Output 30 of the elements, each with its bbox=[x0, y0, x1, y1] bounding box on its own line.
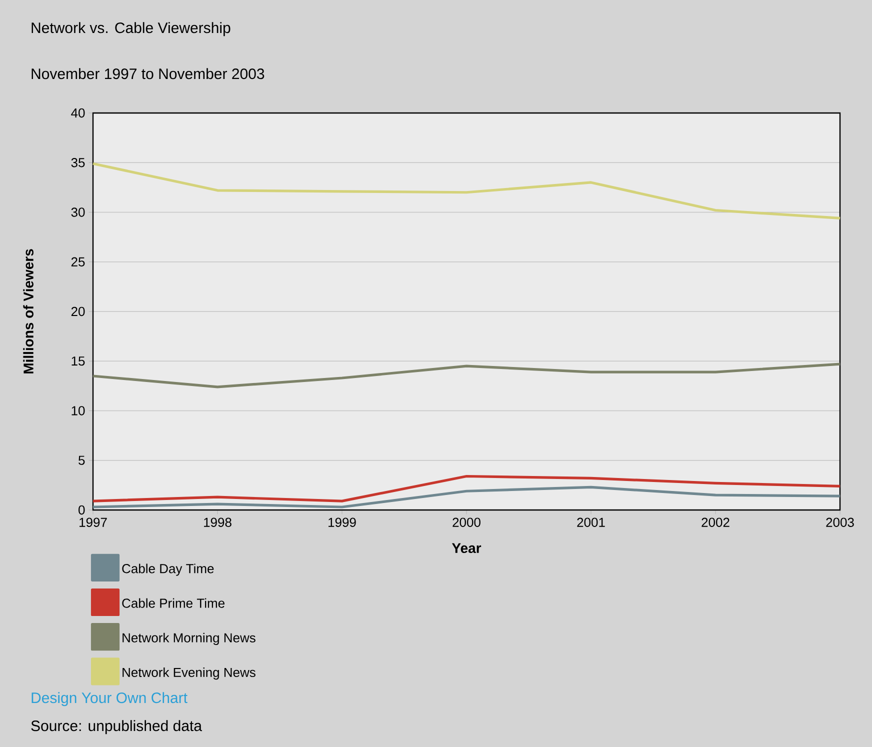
x-tick-label: 1999 bbox=[328, 518, 356, 527]
chart-subtitle: November 1997 to November 2003 bbox=[32, 68, 264, 80]
y-tick-label: 40 bbox=[71, 108, 85, 118]
chart-title: Network vs. Cable Viewership bbox=[32, 22, 230, 36]
y-tick-label: 10 bbox=[72, 406, 85, 416]
y-tick-label: 0 bbox=[78, 505, 85, 515]
line-series bbox=[92, 486, 842, 508]
line-series bbox=[92, 162, 842, 220]
x-tick-label: 2002 bbox=[702, 518, 730, 527]
source-note: Source: unpublished data bbox=[31, 720, 202, 734]
text: Design Your Own Chart bbox=[32, 692, 188, 706]
x-tick-label: 1998 bbox=[204, 518, 232, 527]
y-tick-label: 5 bbox=[78, 456, 85, 465]
x-tick-label: 2003 bbox=[826, 518, 854, 527]
y-tick-label: 35 bbox=[71, 158, 85, 168]
y-tick-label: 25 bbox=[71, 257, 85, 266]
y-tick-label: 30 bbox=[71, 208, 85, 217]
y-axis-title: Millions of Viewers bbox=[23, 249, 34, 374]
y-tick-label: 15 bbox=[72, 356, 85, 366]
x-tick-label: 2000 bbox=[452, 518, 480, 527]
line-series bbox=[92, 474, 842, 502]
x-tick-label: 2001 bbox=[577, 518, 605, 527]
legend-label: Network Evening News bbox=[122, 667, 256, 680]
x-tick-label: 1997 bbox=[80, 518, 107, 527]
legend-label: Cable Prime Time bbox=[122, 598, 225, 608]
legend-label: Cable Day Time bbox=[122, 564, 214, 576]
x-axis-title: Year bbox=[452, 543, 482, 554]
line-series bbox=[92, 362, 842, 388]
y-tick-label: 20 bbox=[71, 306, 85, 316]
legend-label: Network Morning News bbox=[122, 632, 256, 646]
